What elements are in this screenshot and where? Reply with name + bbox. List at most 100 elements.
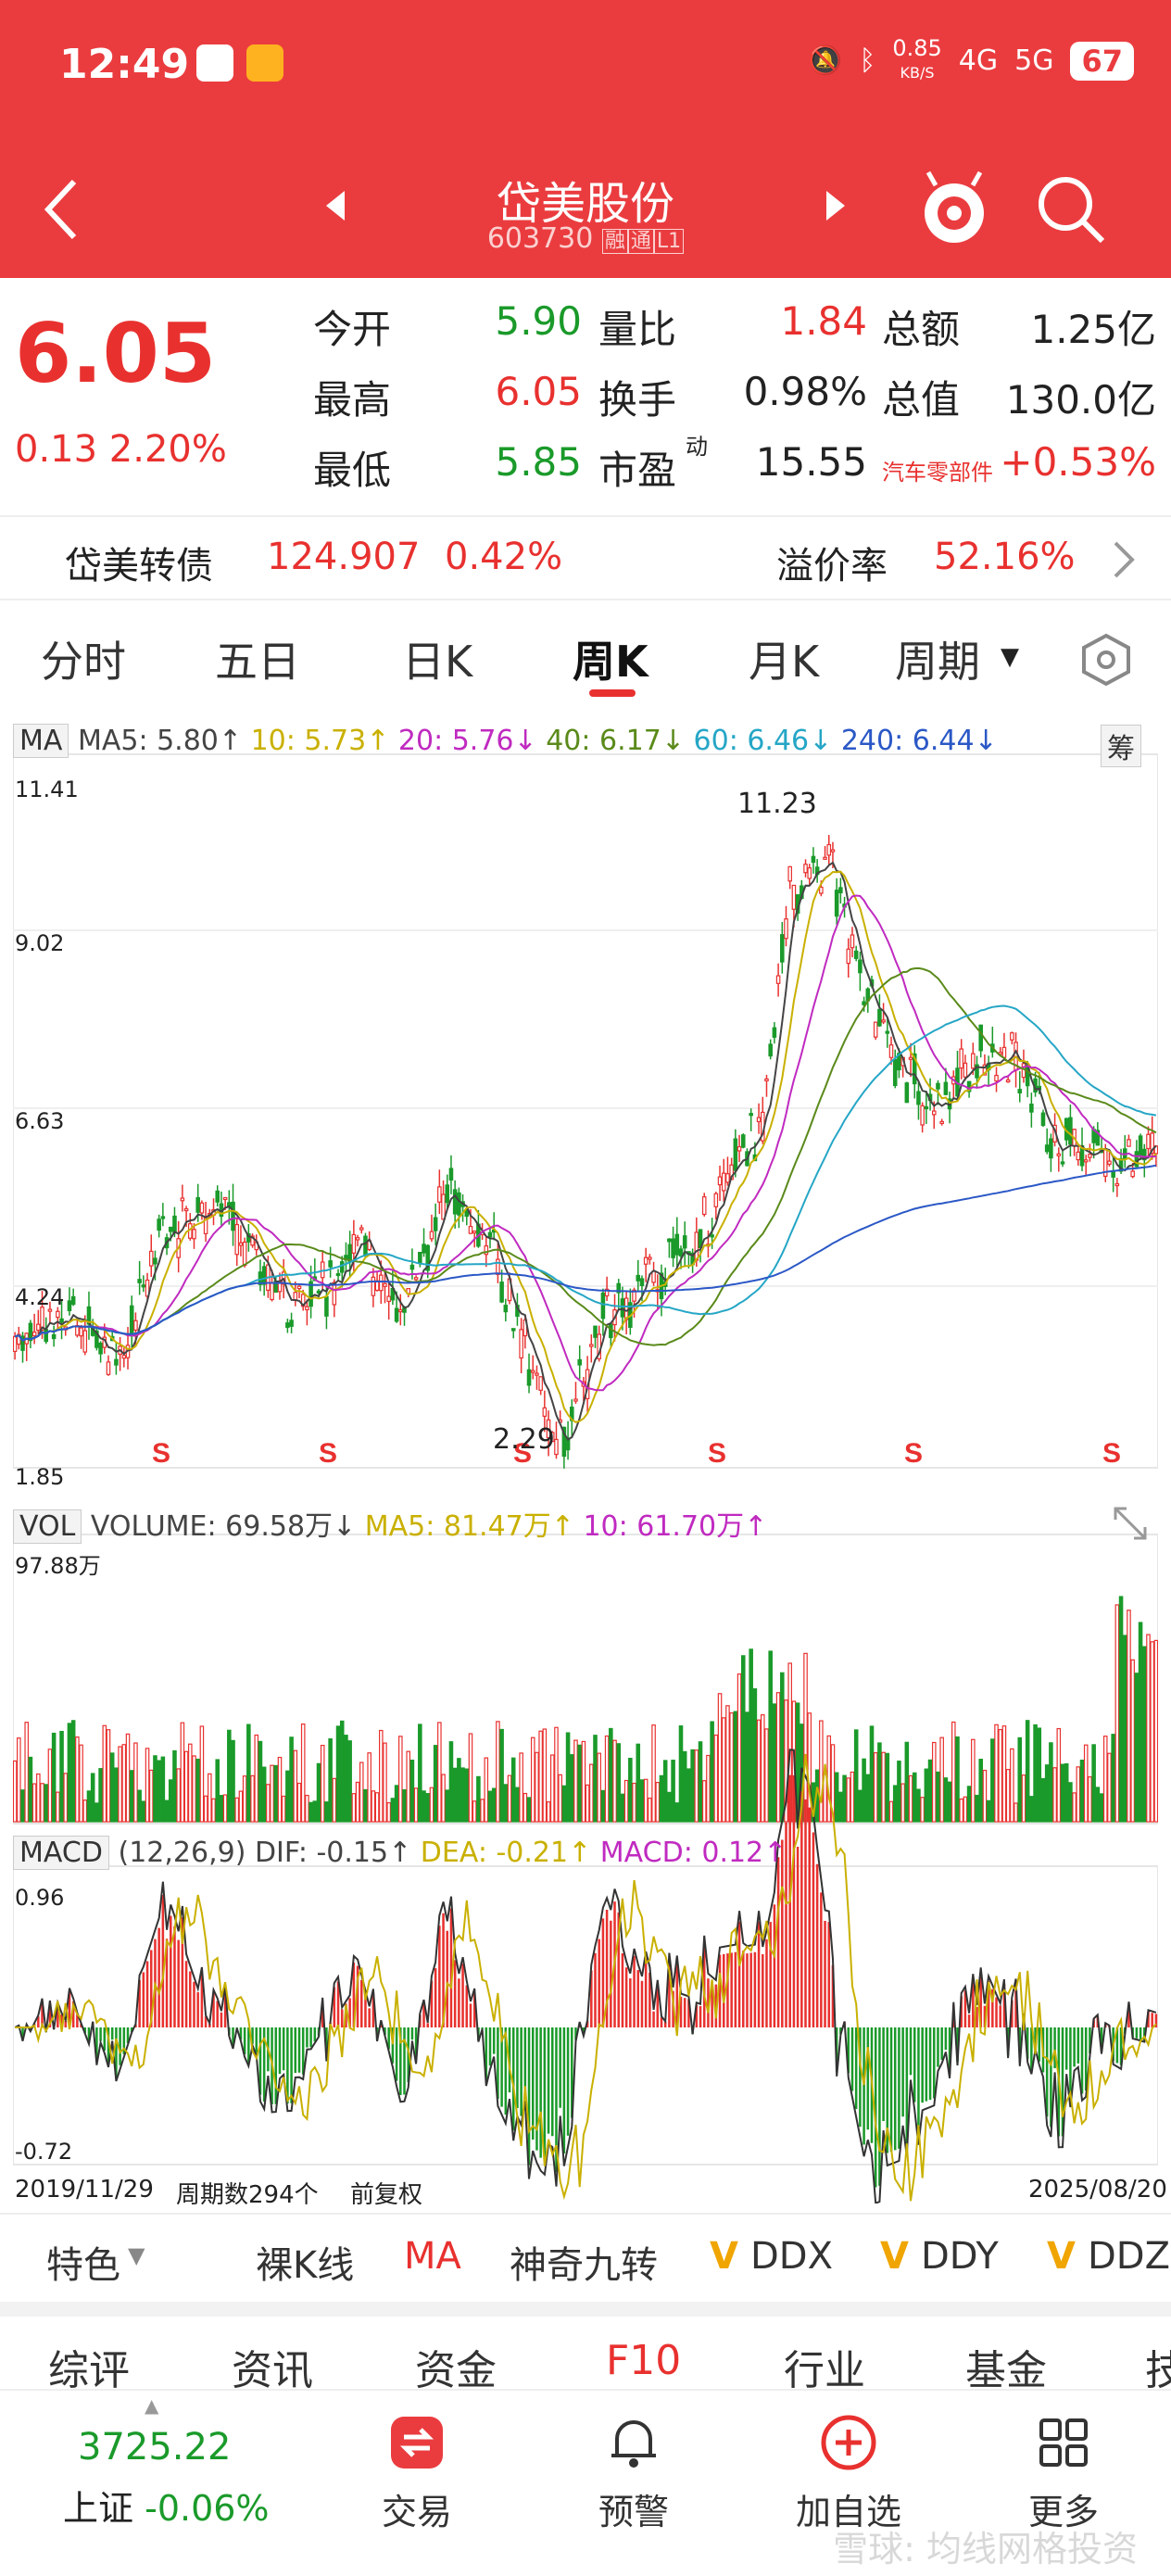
ma-selector[interactable]: MA	[13, 724, 69, 758]
quote-label: 最高	[313, 377, 392, 423]
volume-bar	[379, 1729, 384, 1823]
volume-bar	[888, 1800, 894, 1823]
tab-period[interactable]: 周期	[895, 637, 980, 687]
volume-bar	[266, 1784, 271, 1823]
candle-body	[717, 1176, 723, 1186]
vol-selector[interactable]: VOL	[13, 1509, 82, 1544]
quote-label: 今开	[313, 307, 392, 352]
volume-bar	[418, 1724, 422, 1823]
candle-body	[148, 1250, 154, 1267]
candle-body	[971, 1053, 976, 1069]
chevron-right-icon	[1114, 541, 1135, 578]
volume-bar	[609, 1727, 613, 1823]
tab-overview[interactable]: 综评	[48, 2347, 130, 2394]
volume-bar	[363, 1788, 368, 1823]
candle-body	[740, 1134, 746, 1148]
feature-ma[interactable]: MA	[404, 2235, 461, 2278]
quote-value: 5.90	[495, 298, 582, 344]
feature-td9[interactable]: 神奇九转	[510, 2244, 658, 2287]
tab-technical[interactable]: 技	[1145, 2347, 1171, 2394]
feature-naked-k[interactable]: 裸K线	[256, 2244, 355, 2287]
chevron-left-icon[interactable]	[41, 176, 82, 243]
nav-trade[interactable]: 交易	[343, 2413, 491, 2534]
ma20-label: 20: 5.76↓	[397, 725, 537, 757]
nav-alert[interactable]: 预警	[560, 2413, 708, 2534]
candle-body	[888, 1044, 894, 1058]
volume-bar	[1001, 1725, 1007, 1823]
prev-stock-icon[interactable]	[324, 189, 346, 222]
search-icon[interactable]	[1034, 172, 1108, 246]
candle-body	[542, 1407, 548, 1417]
volume-bar	[737, 1673, 742, 1823]
candle-body	[17, 1333, 21, 1345]
volume-bar	[1099, 1793, 1104, 1823]
volume-bar	[82, 1799, 88, 1823]
macd-selector[interactable]: MACD	[13, 1836, 109, 1870]
vol-ma10-label: 10: 61.70万↑	[583, 1510, 768, 1543]
volume-bar	[491, 1787, 497, 1823]
candle-body	[1107, 1160, 1112, 1166]
tab-daily-k[interactable]: 日K	[402, 637, 473, 687]
candle-body	[1095, 1130, 1101, 1146]
tab-capital[interactable]: 资金	[415, 2347, 497, 2394]
candle-body	[604, 1288, 610, 1297]
index-row[interactable]: 上证 -0.06%	[63, 2480, 270, 2531]
tab-news[interactable]: 资讯	[232, 2347, 313, 2394]
candle-body	[141, 1284, 146, 1288]
tab-weekly-k[interactable]: 周K	[573, 637, 648, 687]
volume-bar	[990, 1738, 995, 1823]
info-tabs: 综评 资讯 资金 F10 行业 基金 技	[0, 2317, 1171, 2394]
volume-bar	[636, 1743, 641, 1823]
ma40-line	[14, 966, 1157, 1346]
chip-button[interactable]: 筹	[1101, 725, 1141, 767]
candle-body	[620, 1298, 625, 1318]
tab-five-day[interactable]: 五日	[215, 637, 300, 687]
volume-bar	[31, 1783, 37, 1823]
candle-body	[554, 1438, 559, 1456]
candle-body	[153, 1257, 157, 1265]
settings-hexagon-icon[interactable]	[1078, 632, 1134, 688]
nav-alert-label: 预警	[598, 2492, 669, 2532]
feature-ddx[interactable]: DDX	[750, 2235, 834, 2278]
next-stock-icon[interactable]	[825, 189, 847, 222]
feature-ddy[interactable]: DDY	[921, 2235, 999, 2278]
tab-industry[interactable]: 行业	[784, 2347, 865, 2394]
tab-fund[interactable]: 基金	[965, 2347, 1047, 2394]
volume-bar	[160, 1756, 166, 1823]
feature-special[interactable]: 特色	[46, 2244, 120, 2287]
volume-bar	[600, 1789, 606, 1823]
s-marker: S	[152, 1438, 170, 1469]
candle-body	[351, 1233, 357, 1254]
feature-ddz[interactable]: DDZ	[1088, 2235, 1171, 2278]
nav-more[interactable]: 更多	[989, 2413, 1138, 2534]
volume-bar	[460, 1767, 465, 1823]
candle-body	[335, 1272, 341, 1277]
volume-bar	[667, 1791, 672, 1823]
expand-icon[interactable]	[1112, 1505, 1149, 1542]
volume-bar	[846, 1777, 851, 1823]
tab-monthly-k[interactable]: 月K	[749, 637, 820, 687]
chart-area[interactable]: S S S S S S MA MA5: 5.80↑ 10: 5.73↑ 20: 5.76↓…	[12, 721, 1167, 2209]
volume-bar	[328, 1738, 333, 1823]
volume-bar	[768, 1650, 773, 1823]
volume-bar	[242, 1775, 247, 1823]
volume-bar	[457, 1758, 461, 1823]
add-circle-icon	[821, 2415, 876, 2470]
index-value[interactable]: 3725.22	[78, 2426, 232, 2469]
volume-bar	[448, 1741, 454, 1823]
convertible-bond-row[interactable]: 岱美转债 124.907 0.42% 溢价率 52.16%	[0, 515, 1171, 600]
volume-bar	[561, 1785, 567, 1823]
volume-bar	[745, 1711, 749, 1823]
pe-dynamic-mark: 动	[686, 434, 708, 460]
tab-intraday[interactable]: 分时	[41, 637, 126, 687]
tab-f10[interactable]: F10	[606, 2337, 682, 2384]
volume-bar	[936, 1771, 940, 1823]
candle-body	[464, 1209, 470, 1218]
candle-body	[398, 1308, 403, 1313]
volume-bar	[904, 1741, 910, 1823]
nav-add-watchlist[interactable]: 加自选	[774, 2413, 923, 2534]
mascot-icon[interactable]	[917, 165, 991, 254]
macd-legend: MACD (12,26,9) DIF: -0.15↑ DEA: -0.21↑ M…	[13, 1836, 787, 1870]
volume-bar	[570, 1754, 574, 1823]
volume-bar	[70, 1720, 76, 1823]
